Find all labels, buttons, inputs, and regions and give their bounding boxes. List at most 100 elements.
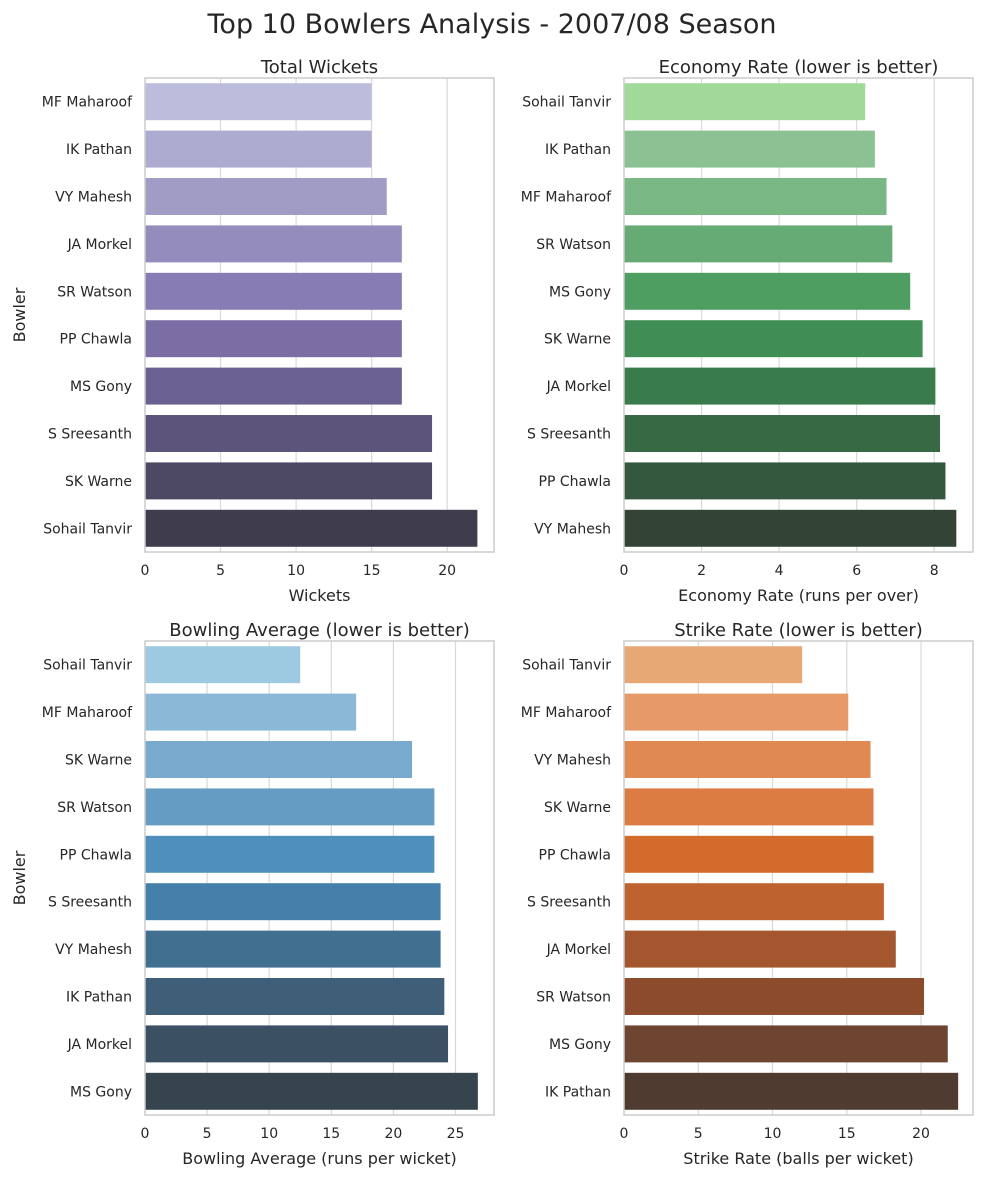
bar-ik-pathan	[145, 130, 372, 168]
x-tick-label: 5	[216, 563, 225, 579]
x-tick-label: 15	[322, 1126, 340, 1142]
category-label: MS Gony	[549, 1037, 611, 1053]
category-label: JA Morkel	[546, 379, 611, 395]
category-label: SR Watson	[57, 284, 132, 300]
category-label: JA Morkel	[546, 942, 611, 958]
bar-vy-mahesh	[145, 930, 441, 968]
category-label: IK Pathan	[545, 1084, 611, 1100]
axes-frame	[623, 77, 974, 553]
bar-vy-mahesh	[624, 741, 871, 778]
x-tick-label: 6	[852, 563, 861, 579]
category-label: VY Mahesh	[55, 942, 132, 958]
x-tick-label: 20	[438, 563, 456, 579]
category-label: PP Chawla	[60, 847, 132, 863]
category-label: S Sreesanth	[527, 895, 611, 911]
bar-ms-gony	[145, 367, 402, 405]
category-label: IK Pathan	[66, 142, 132, 158]
bar-ik-pathan	[624, 1072, 959, 1110]
category-label: S Sreesanth	[48, 427, 132, 443]
bar-s-sreesanth	[624, 883, 884, 921]
bar-sk-warne	[624, 320, 923, 358]
bar-mf-maharoof	[624, 178, 887, 215]
bar-sohail-tanvir	[145, 646, 301, 684]
bar-s-sreesanth	[624, 415, 941, 452]
bar-ms-gony	[624, 272, 911, 310]
category-label: IK Pathan	[545, 142, 611, 158]
x-axis-label: Wickets	[289, 586, 351, 605]
category-label: MF Maharoof	[42, 705, 133, 721]
category-label: MF Maharoof	[521, 190, 612, 206]
axes-frame	[144, 640, 495, 1116]
x-tick-label: 10	[287, 563, 305, 579]
bar-s-sreesanth	[145, 415, 433, 452]
axes-frame	[144, 77, 495, 553]
x-tick-label: 15	[838, 1126, 856, 1142]
bar-pp-chawla	[624, 835, 874, 873]
x-tick-label: 8	[930, 563, 939, 579]
x-tick-label: 15	[363, 563, 381, 579]
category-label: VY Mahesh	[55, 190, 132, 206]
y-axis-label: Bowler	[10, 287, 29, 342]
category-label: SK Warne	[65, 753, 132, 769]
chart-panel-3: Sohail Tanvir MF Maharoof SK Warne SR Watso…	[10, 620, 495, 1168]
bar-pp-chawla	[624, 462, 946, 500]
bar-mf-maharoof	[145, 83, 372, 121]
x-tick-label: 0	[141, 563, 150, 579]
category-label: MS Gony	[70, 379, 132, 395]
category-label: Sohail Tanvir	[522, 658, 611, 674]
category-label: PP Chawla	[539, 474, 611, 490]
category-label: MS Gony	[549, 284, 611, 300]
bar-mf-maharoof	[145, 693, 357, 731]
x-axis-label: Strike Rate (balls per wicket)	[683, 1149, 913, 1168]
category-label: MF Maharoof	[42, 95, 133, 111]
category-label: PP Chawla	[539, 847, 611, 863]
bar-sk-warne	[145, 462, 433, 500]
category-label: PP Chawla	[60, 332, 132, 348]
chart-panel-4: Sohail Tanvir MF Maharoof VY Mahesh SK Warn…	[521, 620, 974, 1168]
category-label: IK Pathan	[66, 990, 132, 1006]
category-label: Sohail Tanvir	[522, 95, 611, 111]
bar-sohail-tanvir	[145, 509, 478, 547]
axes-frame	[623, 640, 974, 1116]
chart-title: Bowling Average (lower is better)	[169, 620, 469, 641]
category-label: JA Morkel	[67, 1037, 132, 1053]
bar-sohail-tanvir	[624, 646, 803, 684]
bar-ja-morkel	[624, 367, 936, 405]
figure-title: Top 10 Bowlers Analysis - 2007/08 Season	[207, 9, 777, 40]
y-axis-label: Bowler	[10, 850, 29, 905]
x-tick-label: 2	[697, 563, 706, 579]
bar-ik-pathan	[145, 978, 445, 1015]
chart-panel-1: MF Maharoof IK Pathan VY Mahesh JA Morkel SR…	[10, 57, 495, 605]
panels: MF Maharoof IK Pathan VY Mahesh JA Morkel SR…	[10, 57, 974, 1168]
category-label: SR Watson	[536, 990, 611, 1006]
x-tick-label: 10	[764, 1126, 782, 1142]
category-label: S Sreesanth	[527, 427, 611, 443]
x-tick-label: 0	[620, 1126, 629, 1142]
bar-vy-mahesh	[145, 178, 387, 215]
bar-sohail-tanvir	[624, 83, 866, 121]
category-label: SR Watson	[536, 237, 611, 253]
x-tick-label: 20	[384, 1126, 402, 1142]
category-label: SR Watson	[57, 800, 132, 816]
chart-panel-2: Sohail Tanvir IK Pathan MF Maharoof SR Wats…	[521, 57, 974, 605]
category-label: MS Gony	[70, 1084, 132, 1100]
category-label: Sohail Tanvir	[43, 658, 132, 674]
category-label: MF Maharoof	[521, 705, 612, 721]
bar-pp-chawla	[145, 835, 435, 873]
bar-pp-chawla	[145, 320, 402, 358]
x-tick-label: 5	[694, 1126, 703, 1142]
category-label: SK Warne	[544, 332, 611, 348]
bar-ms-gony	[624, 1025, 948, 1063]
bar-sk-warne	[624, 788, 874, 826]
x-tick-label: 25	[447, 1126, 465, 1142]
x-tick-label: 10	[260, 1126, 278, 1142]
bar-ja-morkel	[145, 1025, 449, 1063]
chart-title: Economy Rate (lower is better)	[659, 57, 939, 78]
category-label: VY Mahesh	[534, 521, 611, 537]
bar-sr-watson	[145, 788, 435, 826]
category-label: S Sreesanth	[48, 895, 132, 911]
bar-sr-watson	[145, 272, 402, 310]
x-tick-label: 4	[775, 563, 784, 579]
chart-title: Strike Rate (lower is better)	[674, 620, 923, 641]
